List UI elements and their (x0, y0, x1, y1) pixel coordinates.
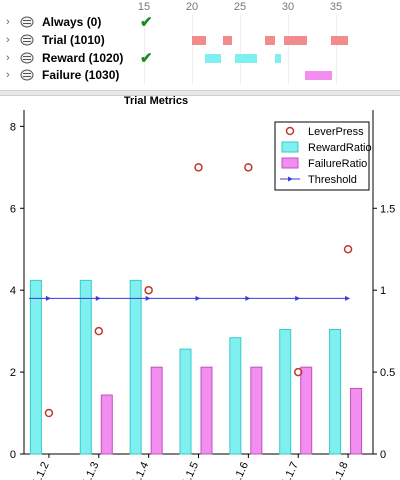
lever-press-point (94, 326, 104, 336)
event-timeline: 15 20 25 30 35 › Always (0) ✔ › Trial (1010) › Rew… (0, 0, 400, 88)
timeline-row[interactable]: › Failure (1030) (0, 66, 400, 84)
legend-symbol (285, 126, 295, 136)
lever-press-point (144, 285, 153, 295)
timeline-gridline (240, 14, 241, 84)
legend-label: FailureRatio (308, 158, 367, 170)
reward-ratio-bar (329, 329, 342, 455)
left-axis-tick-label: 2 (10, 367, 16, 379)
checkmark-icon: ✔ (140, 50, 153, 67)
timeline-tick-label: 20 (185, 1, 199, 13)
timeline-event-segment (331, 36, 348, 45)
legend-box (274, 121, 370, 191)
timeline-event-segment (284, 36, 308, 45)
legend-symbol (281, 141, 299, 153)
failure-ratio-bar (100, 394, 113, 455)
lever-press-point (343, 244, 353, 254)
legend-label: RewardRatio (308, 142, 372, 154)
x-axis-tick-label: 1.1.5 (180, 460, 201, 480)
timeline-gridline (288, 14, 289, 84)
x-axis-tick-label: 1.1.7 (280, 460, 301, 480)
x-axis-tick-label: 1.1.8 (330, 460, 351, 480)
timeline-event-segment (264, 36, 275, 45)
event-icon (20, 16, 34, 28)
left-axis-tick-label: 4 (10, 285, 16, 297)
timeline-tick-label: 35 (329, 1, 343, 13)
reward-ratio-bar (129, 279, 142, 455)
lever-press-point (244, 163, 253, 172)
event-icon (20, 69, 34, 81)
threshold-marker (245, 295, 251, 301)
splitter-handle[interactable] (0, 90, 400, 96)
failure-ratio-bar (300, 366, 313, 455)
right-axis-tick-label: 0.5 (380, 367, 395, 379)
left-axis-tick-label: 0 (10, 449, 16, 461)
threshold-marker (95, 295, 101, 301)
legend-symbol (281, 157, 299, 169)
event-label: Failure (1030) (42, 68, 120, 82)
expand-chevron-icon[interactable]: › (6, 34, 10, 46)
timeline-tick-label: 15 (137, 1, 151, 13)
x-axis-tick-label: 1.1.2 (30, 460, 51, 480)
timeline-event-segment (305, 71, 333, 80)
threshold-marker (195, 295, 201, 301)
timeline-tick-label: 30 (281, 1, 295, 13)
threshold-marker (295, 295, 301, 301)
timeline-event-segment (235, 54, 258, 63)
timeline-event-segment (205, 54, 221, 63)
reward-ratio-bar (279, 329, 292, 455)
failure-ratio-bar (250, 366, 263, 455)
x-axis-tick-label: 1.1.3 (80, 460, 101, 480)
timeline-event-segment (222, 36, 233, 45)
lever-press-point (293, 367, 303, 377)
timeline-gridline (192, 14, 193, 84)
event-label: Always (0) (42, 15, 102, 29)
left-axis-tick-label: 8 (10, 121, 16, 133)
failure-ratio-bar (350, 387, 363, 455)
right-axis-tick-label: 0 (380, 449, 386, 461)
lever-press-point (44, 408, 54, 418)
timeline-row[interactable]: › Always (0) ✔ (0, 13, 400, 31)
reward-ratio-bar (29, 279, 42, 455)
threshold-marker (45, 295, 51, 301)
event-icon (20, 34, 34, 46)
failure-ratio-bar (150, 366, 163, 455)
timeline-row[interactable]: › Reward (1020) ✔ (0, 49, 400, 67)
reward-ratio-bar (179, 348, 192, 455)
expand-chevron-icon[interactable]: › (6, 16, 10, 28)
timeline-event-segment (274, 54, 282, 63)
expand-chevron-icon[interactable]: › (6, 69, 10, 81)
event-icon (20, 52, 34, 64)
x-axis-tick-label: 1.1.6 (230, 460, 251, 480)
reward-ratio-bar (79, 279, 92, 455)
legend-symbol (288, 176, 293, 182)
threshold-marker (345, 295, 351, 301)
lever-press-point (194, 163, 203, 172)
left-axis-tick-label: 6 (10, 203, 16, 215)
event-label: Reward (1020) (42, 51, 124, 65)
reward-ratio-bar (229, 337, 242, 455)
right-axis-tick-label: 1.5 (380, 203, 395, 215)
timeline-tick-label: 25 (233, 1, 247, 13)
timeline-event-segment (192, 36, 207, 45)
checkmark-icon: ✔ (140, 14, 153, 31)
threshold-marker (145, 295, 151, 301)
failure-ratio-bar (200, 366, 213, 455)
timeline-row[interactable]: › Trial (1010) (0, 31, 400, 49)
expand-chevron-icon[interactable]: › (6, 52, 10, 64)
chart-title: Trial Metrics (124, 95, 188, 107)
trial-metrics-chart: Trial Metrics 0 2 4 6 8 0 0.5 1 1.5 1.1.2 1.1.3 1.1.… (10, 95, 395, 480)
legend-label: Threshold (308, 174, 357, 186)
timeline-gridline (336, 14, 337, 84)
event-label: Trial (1010) (42, 33, 105, 47)
timeline-gridline (144, 14, 145, 84)
legend-label: LeverPress (308, 126, 364, 138)
x-axis-tick-label: 1.1.4 (130, 460, 151, 480)
right-axis-tick-label: 1 (380, 285, 386, 297)
